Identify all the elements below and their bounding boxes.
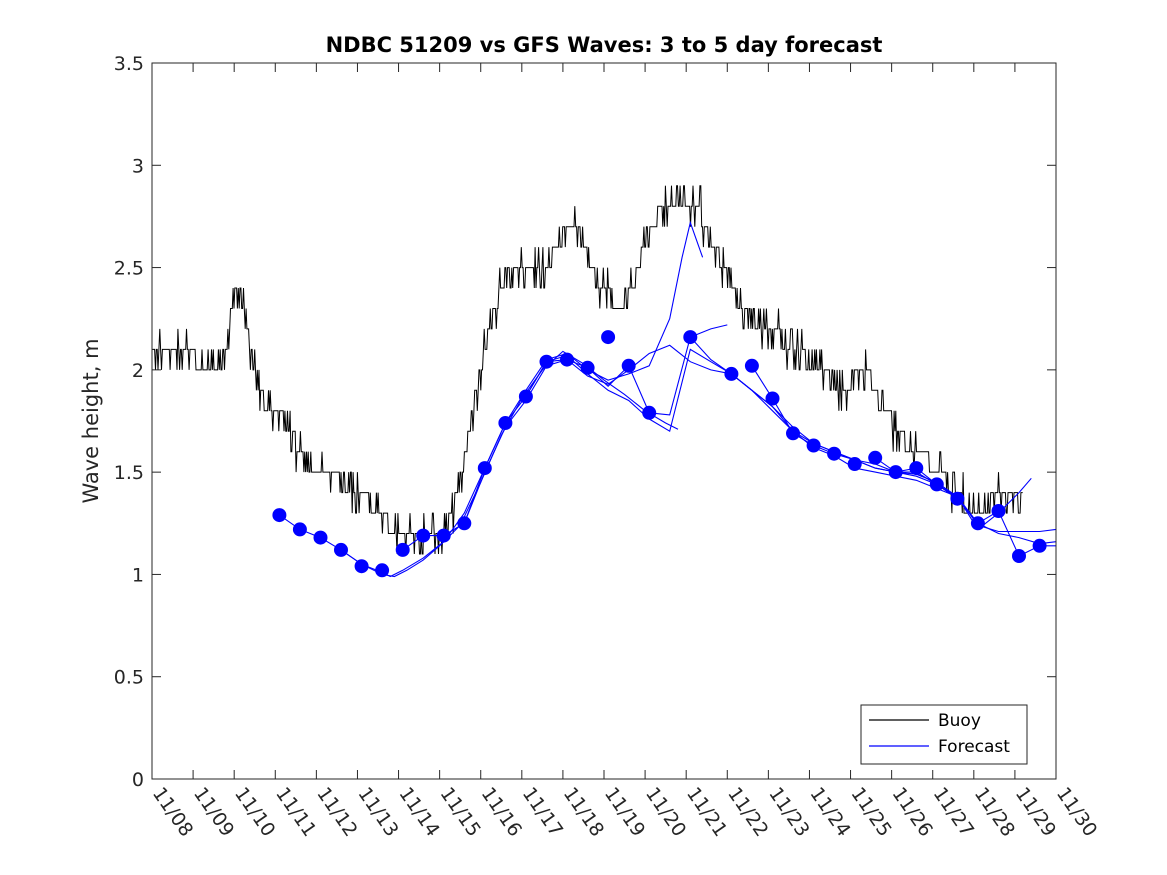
buoy-series-line bbox=[152, 185, 1023, 555]
legend-buoy-label: Buoy bbox=[938, 711, 981, 731]
y-tick-label: 2 bbox=[132, 360, 144, 382]
forecast-point bbox=[1032, 538, 1047, 553]
forecast-point bbox=[580, 360, 595, 375]
forecast-point bbox=[354, 559, 369, 574]
forecast-point bbox=[847, 457, 862, 471]
forecast-point bbox=[375, 563, 390, 578]
forecast-point bbox=[518, 389, 533, 404]
forecast-point bbox=[498, 416, 513, 430]
forecast-point bbox=[970, 516, 985, 531]
forecast-point bbox=[395, 542, 410, 557]
y-tick-label: 0 bbox=[132, 769, 144, 791]
forecast-point bbox=[457, 516, 472, 531]
y-tick-label: 1 bbox=[132, 564, 144, 586]
forecast-point bbox=[888, 465, 903, 480]
y-tick-label: 2.5 bbox=[114, 258, 144, 280]
forecast-point bbox=[477, 461, 492, 476]
forecast-point bbox=[765, 391, 780, 406]
forecast-point bbox=[868, 450, 883, 465]
data-layer bbox=[152, 185, 1057, 578]
forecast-point bbox=[744, 358, 759, 373]
forecast-point bbox=[416, 528, 431, 543]
forecast-track-line bbox=[874, 457, 1056, 557]
forecast-point bbox=[724, 366, 739, 381]
forecast-point bbox=[827, 446, 842, 461]
forecast-point bbox=[642, 405, 657, 420]
forecast-point bbox=[786, 426, 800, 441]
y-tick-label: 0.5 bbox=[114, 667, 144, 689]
forecast-point bbox=[334, 542, 348, 557]
forecast-point bbox=[806, 438, 821, 453]
y-axis-label: Wave height, m bbox=[79, 338, 103, 503]
forecast-track-line bbox=[689, 336, 1057, 533]
legend-box bbox=[860, 704, 1028, 765]
forecast-point bbox=[929, 477, 944, 492]
legend-forecast-label: Forecast bbox=[938, 737, 1010, 757]
forecast-point bbox=[436, 528, 451, 543]
chart-title: NDBC 51209 vs GFS Waves: 3 to 5 day fore… bbox=[326, 33, 883, 57]
y-tick-label: 1.5 bbox=[114, 462, 144, 484]
y-tick-label: 3.5 bbox=[114, 53, 144, 75]
forecast-point bbox=[272, 508, 287, 523]
forecast-point bbox=[539, 354, 554, 369]
forecast-point bbox=[950, 491, 965, 506]
forecast-point bbox=[1012, 549, 1026, 563]
forecast-point bbox=[621, 358, 636, 373]
forecast-point bbox=[313, 530, 328, 545]
forecast-point bbox=[683, 330, 698, 345]
y-tick-label: 3 bbox=[132, 155, 144, 177]
legend: Buoy Forecast bbox=[860, 704, 1028, 765]
forecast-point bbox=[909, 461, 924, 476]
forecast-point bbox=[292, 522, 307, 537]
forecast-point bbox=[991, 504, 1006, 518]
plot-area bbox=[152, 63, 1056, 779]
forecast-point bbox=[601, 330, 616, 345]
forecast-point bbox=[560, 352, 574, 367]
